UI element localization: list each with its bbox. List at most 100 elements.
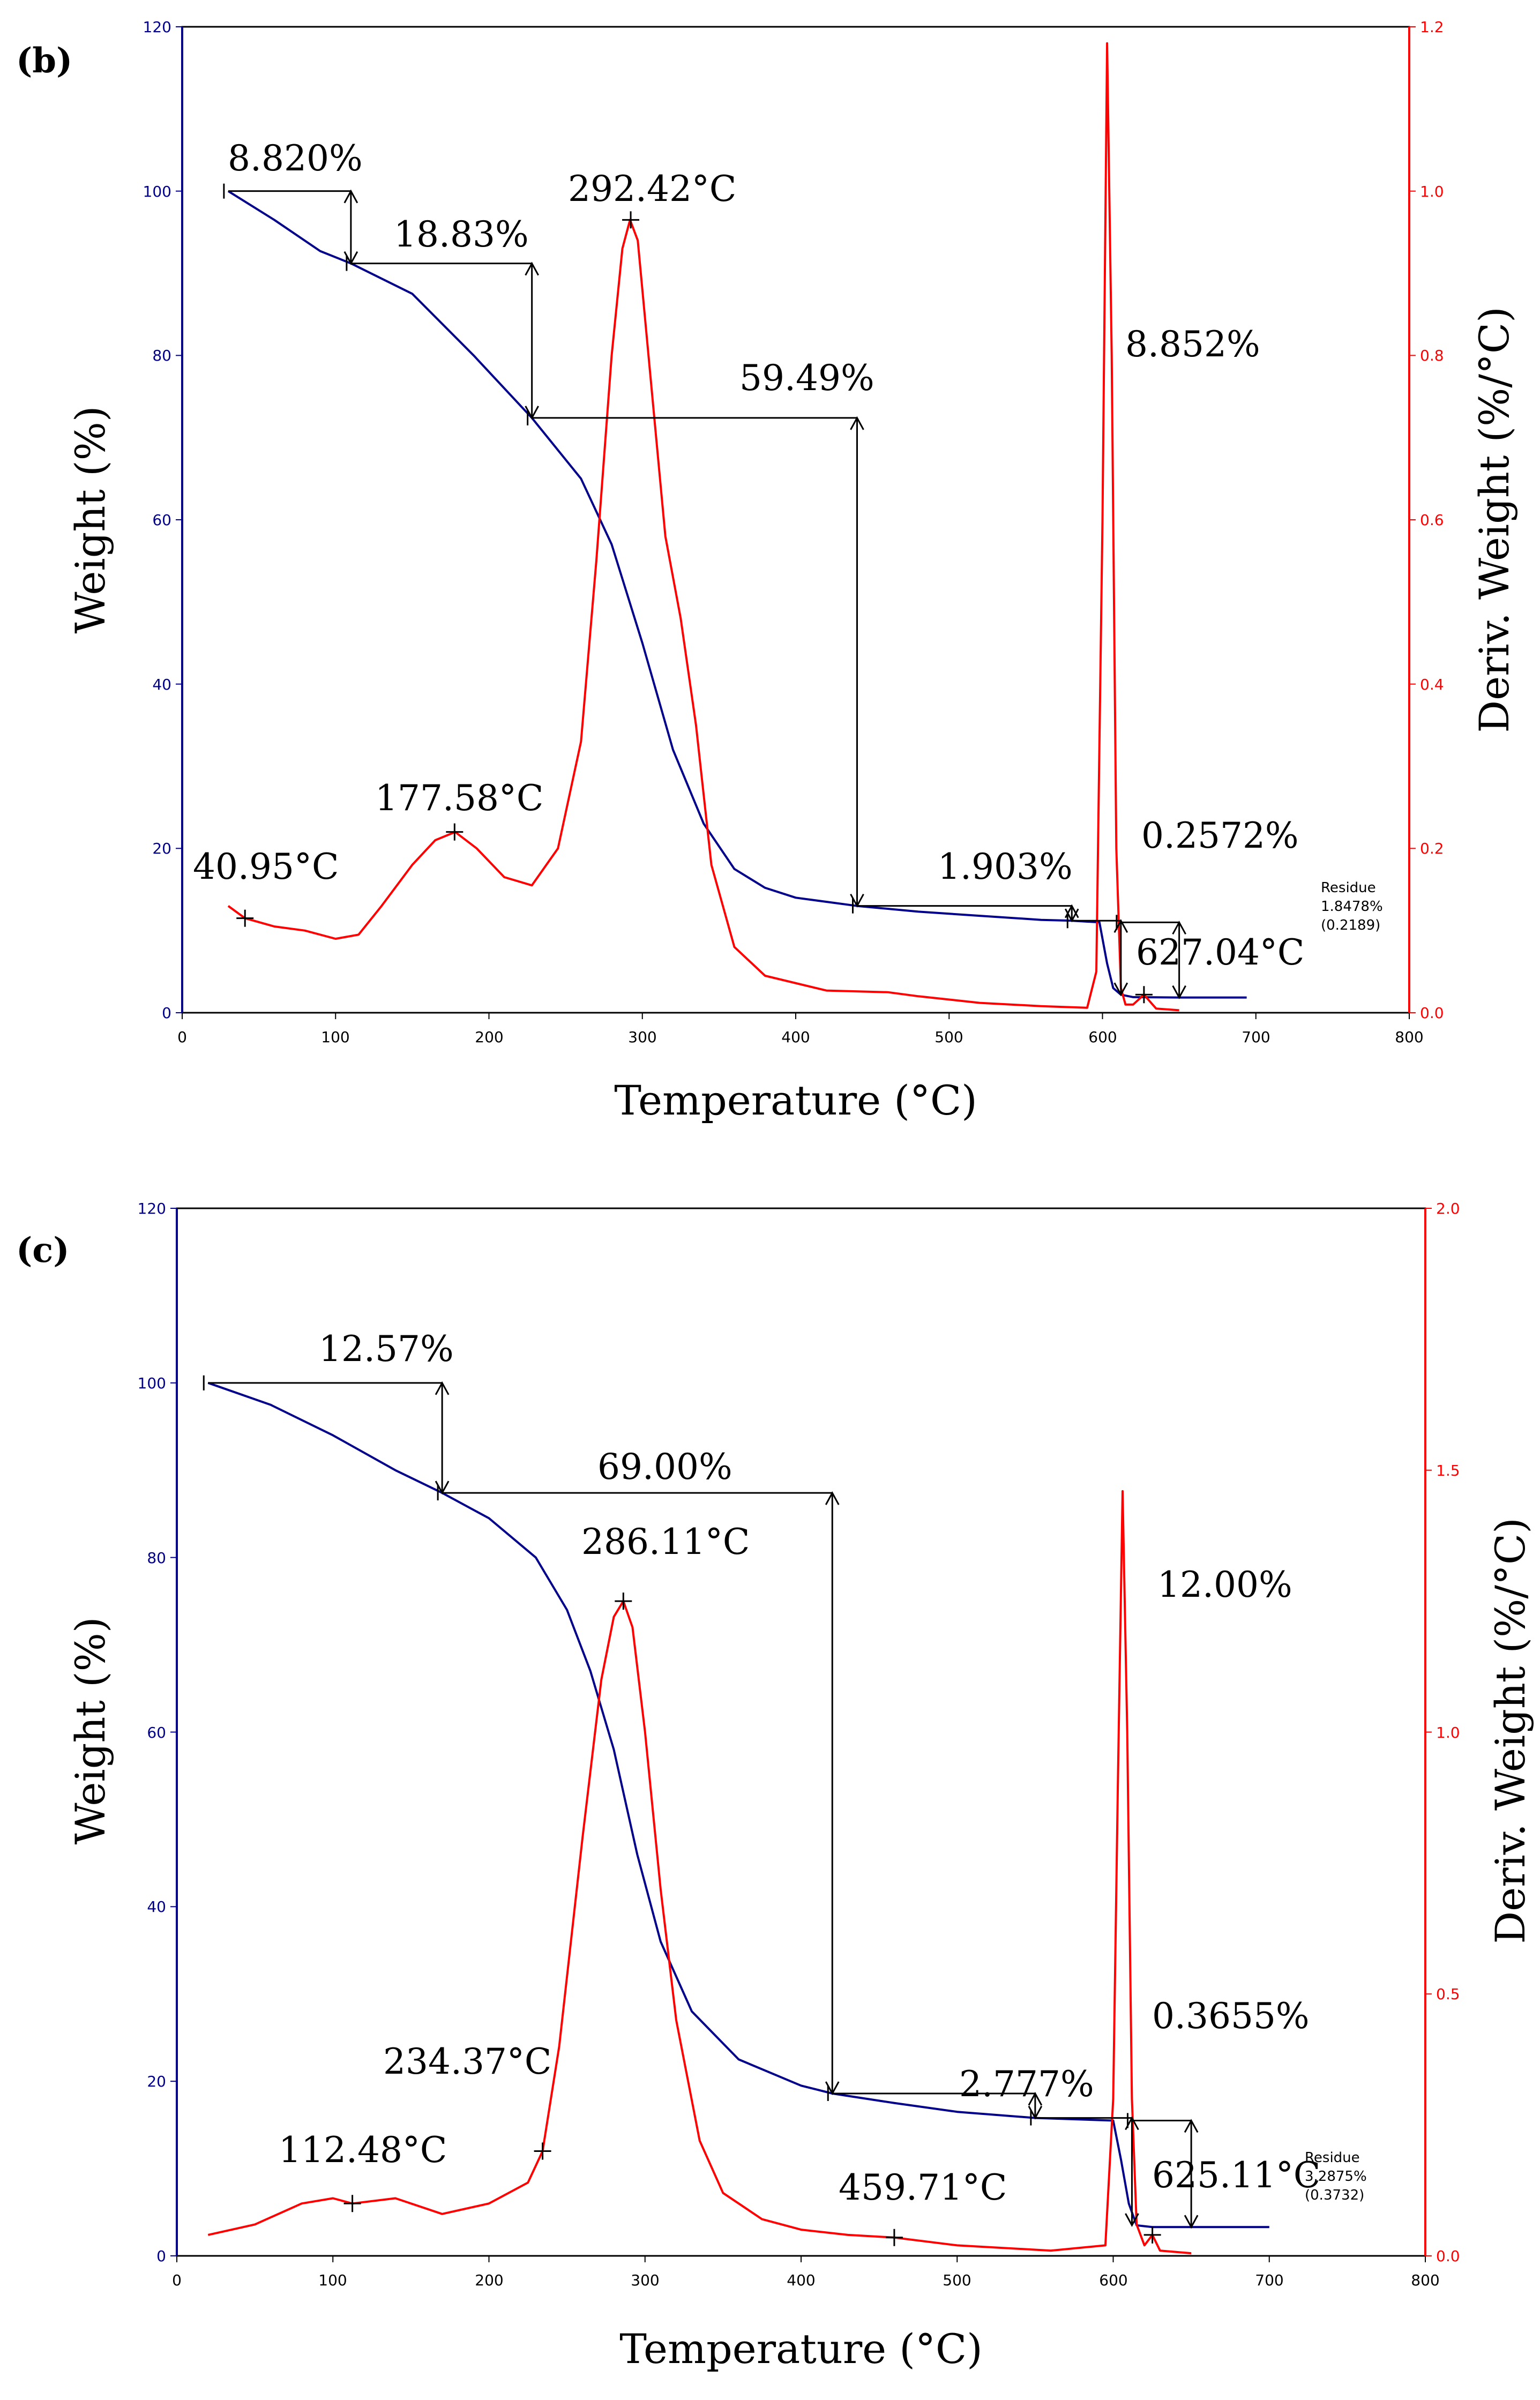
x-tick-label: 700 [1242,1028,1270,1046]
x-tick-label: 300 [628,1028,656,1046]
tick-marks [176,26,1416,1019]
step-annotations [203,1375,1199,2229]
step-label: 0.2572% [1141,815,1299,856]
x-tick-label: 400 [787,2271,815,2289]
y-axis-title: Weight (%) [66,1617,114,1844]
peak-label: 177.58°C [375,777,543,819]
x-tick-label: 800 [1411,2271,1439,2289]
step-arrow-head [435,1381,450,1395]
peak-label: 234.37°C [383,2041,551,2082]
step-label: 12.00% [1157,1564,1292,1605]
x-tick-label: 800 [1395,1028,1423,1046]
y-tick-labels: 0 20 40 60 80 100 120 [138,1200,166,2265]
peak-label: 292.42°C [568,168,736,210]
residue-mass: (0.3732) [1305,2187,1364,2203]
step-arrow-head [1125,2213,1139,2227]
weight-curve [227,190,1247,999]
y2-tick-labels: 0.0 0.5 1.0 1.5 2.0 [1436,1200,1460,2265]
residue-value: 3.2875% [1305,2169,1367,2185]
y-tick-labels: 0 20 40 60 80 100 120 [143,18,171,1022]
y-axis-title: Weight (%) [66,406,114,633]
y2-tick-label: 1.0 [1420,183,1444,200]
step-arrow-head [1184,2215,1199,2229]
x-tick-label: 600 [1099,2271,1127,2289]
step-arrow-head [1028,2091,1043,2106]
y2-tick-label: 0.0 [1436,2247,1460,2265]
y-tick-label: 120 [143,18,171,36]
x-tick-label: 700 [1255,2271,1283,2289]
step-arrow-head [850,416,864,430]
residue-label: Residue [1321,880,1376,896]
step-label: 1.903% [938,846,1073,887]
step-arrow-head [1172,921,1186,935]
y2-tick-label: 0.6 [1420,511,1444,529]
y-tick-label: 20 [147,2073,166,2090]
peak-label: 625.11°C [1152,2155,1320,2196]
x-tick-label: 100 [321,1028,349,1046]
step-annotations [223,183,1186,999]
x-tick-labels: 0 100 200 300 400 500 600 700 800 [177,1028,1424,1046]
step-arrow-head [1113,982,1128,997]
y-tick-label: 0 [162,1004,171,1022]
peak-label: 112.48°C [279,2129,447,2171]
peak-markers [343,1592,1161,2246]
peak-markers [236,211,1153,1004]
y-tick-label: 100 [138,1374,166,1392]
step-label: 59.49% [739,357,874,399]
peak-label: 627.04°C [1136,932,1304,973]
weight-curve [207,1381,1269,2229]
step-label: 0.3655% [1152,1995,1310,2037]
x-tick-label: 0 [172,2271,182,2289]
x-tick-label: 200 [475,1028,503,1046]
x-axis-title: Temperature (°C) [614,1076,977,1124]
x-tick-label: 500 [935,1028,963,1046]
y2-tick-label: 0.2 [1420,840,1444,857]
y-tick-label: 80 [147,1549,166,1567]
x-tick-label: 200 [475,2271,503,2289]
y-tick-label: 120 [138,1200,166,1217]
residue-mass: (0.2189) [1321,917,1380,933]
y-tick-label: 20 [152,840,171,857]
x-tick-label: 100 [318,2271,347,2289]
y2-tick-label: 0.4 [1420,676,1444,693]
y2-axis-title: Deriv. Weight (%/°C) [1486,1517,1534,1944]
deriv-weight-curve [207,1490,1192,2255]
x-tick-label: 400 [781,1028,810,1046]
x-tick-label: 500 [943,2271,971,2289]
panel-b: (b) 0 100 200 300 400 500 600 700 800 0 … [16,18,1518,1124]
residue-value: 1.8478% [1321,899,1383,915]
step-label: 8.820% [228,138,363,179]
y-tick-label: 100 [143,183,171,200]
series-group [227,42,1247,1012]
step-label: 8.852% [1125,324,1260,365]
residue-label: Residue [1305,2150,1360,2166]
step-arrow-head [1172,985,1186,999]
step-label: 2.777% [959,2063,1094,2105]
step-arrow-head [525,261,539,276]
y2-tick-label: 0.8 [1420,347,1444,364]
peak-label: 459.71°C [839,2167,1007,2208]
y-tick-label: 60 [152,511,171,529]
panel-label: (c) [16,1230,70,1270]
step-arrow-head [343,189,358,204]
x-tick-labels: 0 100 200 300 400 500 600 700 800 [172,2271,1440,2289]
plot-frame [181,26,1410,1014]
step-label: 69.00% [597,1446,732,1487]
y2-tick-label: 1.5 [1436,1462,1460,1479]
x-axis-title: Temperature (°C) [619,2325,983,2373]
step-arrow-head [1184,2119,1199,2133]
series-group [207,1381,1269,2255]
tick-marks [170,1208,1432,2262]
y2-tick-label: 0.5 [1436,1985,1460,2003]
y-tick-label: 80 [152,347,171,364]
y2-tick-labels: 0.0 0.2 0.4 0.6 0.8 1.0 1.2 [1420,18,1444,1022]
x-tick-label: 300 [631,2271,659,2289]
x-tick-label: 0 [177,1028,187,1046]
y-tick-label: 40 [147,1898,166,1916]
x-tick-label: 600 [1088,1028,1117,1046]
y2-tick-label: 1.2 [1420,18,1444,36]
y2-tick-label: 1.0 [1436,1724,1460,1741]
y-tick-label: 60 [147,1724,166,1741]
step-label: 18.83% [394,214,529,255]
step-arrow-head [825,1491,840,1505]
